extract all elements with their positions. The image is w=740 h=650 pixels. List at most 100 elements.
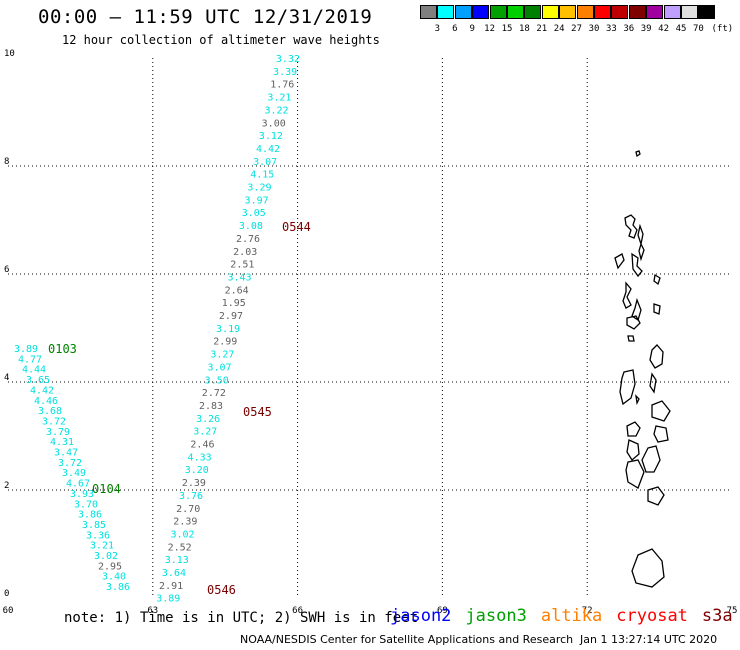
wave-height-reading: 3.36 <box>86 530 110 541</box>
satellite-name-altika: altika <box>540 606 603 626</box>
pass-time-label: 0546 <box>207 583 236 597</box>
wave-height-reading: 2.46 <box>190 440 214 451</box>
wave-height-reading: 3.29 <box>247 183 271 194</box>
coastline-outline <box>619 369 636 406</box>
wave-height-reading: 4.42 <box>256 144 280 155</box>
legend-swatch <box>611 5 629 19</box>
y-tick-label: 2 <box>4 481 9 491</box>
wave-height-reading: 2.76 <box>236 234 260 245</box>
legend-swatch <box>489 5 507 19</box>
wave-height-reading: 4.46 <box>34 396 58 407</box>
wave-height-reading: 3.68 <box>38 406 62 417</box>
coastline-outline <box>649 372 657 394</box>
wave-height-reading: 2.72 <box>202 388 226 399</box>
legend-label: 36 <box>623 24 635 34</box>
legend-label: 39 <box>640 24 652 34</box>
wave-height-reading: 3.70 <box>74 499 98 510</box>
wave-height-reading: 3.43 <box>227 272 251 283</box>
coastline-outline <box>631 297 642 322</box>
legend-swatch <box>472 5 490 19</box>
legend-swatch <box>541 5 559 19</box>
wave-height-reading: 3.64 <box>162 568 186 579</box>
wave-height-reading: 3.65 <box>26 375 50 386</box>
y-tick-label: 6 <box>4 265 9 275</box>
legend-label: 18 <box>518 24 530 34</box>
x-tick-label: 72 <box>582 606 593 616</box>
credit-line: NOAA/NESDIS Center for Satellite Applica… <box>240 633 574 646</box>
wave-height-reading: 3.76 <box>179 491 203 502</box>
satellite-name-jason3: jason3 <box>465 606 527 626</box>
wave-height-reading: 3.05 <box>242 208 266 219</box>
wave-height-reading: 3.21 <box>90 541 114 552</box>
wave-height-reading: 3.27 <box>193 427 217 438</box>
wave-height-reading: 3.86 <box>106 582 130 593</box>
legend-label: 12 <box>484 24 496 34</box>
wave-height-reading: 2.99 <box>213 337 237 348</box>
coastline-outline <box>626 439 640 461</box>
wave-height-reading: 3.39 <box>273 67 297 78</box>
wave-height-reading: 3.50 <box>205 375 229 386</box>
wave-height-reading: 3.19 <box>216 324 240 335</box>
satellite-name-s3a: s3a <box>701 606 733 626</box>
coastline-outline <box>635 150 641 158</box>
y-tick-label: 8 <box>4 157 9 167</box>
legend-swatch <box>628 5 646 19</box>
coastline-outline <box>614 253 625 270</box>
wave-height-reading: 2.70 <box>176 504 200 515</box>
legend-swatch <box>507 5 524 19</box>
legend-label: 42 <box>658 24 670 34</box>
pass-time-label: 0545 <box>243 405 272 419</box>
wave-height-reading: 2.51 <box>230 260 254 271</box>
wave-height-reading: 4.77 <box>18 354 42 365</box>
chart-subtitle: 12 hour collection of altimeter wave hei… <box>62 33 380 47</box>
wave-height-reading: 3.07 <box>208 362 232 373</box>
wave-height-reading: 4.67 <box>66 479 90 490</box>
coastline-outline <box>649 344 664 369</box>
legend-label: 3 <box>434 24 441 34</box>
wave-height-reading: 3.47 <box>54 448 78 459</box>
wave-height-reading: 3.13 <box>165 555 189 566</box>
satellite-name-cryosat: cryosat <box>616 606 688 626</box>
legend-swatch <box>594 5 611 19</box>
legend-swatch <box>576 5 594 19</box>
x-tick-label: 66 <box>292 606 303 616</box>
legend-swatch <box>454 5 472 19</box>
wave-height-reading: 2.83 <box>199 401 223 412</box>
wave-height-reading: 3.22 <box>265 105 289 116</box>
chart-title: 00:00 – 11:59 UTC 12/31/2019 <box>38 6 373 28</box>
coastline-outline <box>647 486 665 506</box>
coastline-outline <box>626 421 641 437</box>
wave-height-reading: 4.33 <box>188 452 212 463</box>
legend-label: 6 <box>452 24 458 34</box>
pass-time-label: 0103 <box>48 342 77 356</box>
wave-height-reading: 3.08 <box>239 221 263 232</box>
legend-label: 27 <box>571 24 583 34</box>
legend-label: 24 <box>553 24 565 34</box>
legend-label: 15 <box>501 24 513 34</box>
y-tick-label: 10 <box>4 49 15 59</box>
coastline-outline <box>653 425 669 443</box>
pass-time-label: 0544 <box>282 220 311 234</box>
wave-height-reading: 2.39 <box>182 478 206 489</box>
wave-height-reading: 4.42 <box>30 385 54 396</box>
wave-height-reading: 2.52 <box>168 542 192 553</box>
wave-height-reading: 3.20 <box>185 465 209 476</box>
wave-height-reading: 2.64 <box>225 285 249 296</box>
satellite-legend: jason2 jason3 altika cryosat s3a <box>390 606 740 626</box>
x-tick-label: 60 <box>3 606 14 616</box>
wave-height-reading: 2.95 <box>98 561 122 572</box>
satellite-name-jason2: jason2 <box>390 606 452 626</box>
wave-height-reading: 4.15 <box>250 170 274 181</box>
units-note: note: 1) Time is in UTC; 2) SWH is in fe… <box>64 610 419 626</box>
wave-height-reading: 4.31 <box>50 437 74 448</box>
legend-label: 70 <box>692 24 704 34</box>
coastline-outline <box>631 548 665 588</box>
coastline-outline <box>626 315 641 330</box>
coastline-outline <box>653 273 661 286</box>
coastline-outline <box>635 394 640 406</box>
x-tick-label: 63 <box>147 606 158 616</box>
wave-height-reading: 1.76 <box>270 80 294 91</box>
coastline-outline <box>625 459 645 489</box>
wave-height-reading: 3.00 <box>262 118 286 129</box>
